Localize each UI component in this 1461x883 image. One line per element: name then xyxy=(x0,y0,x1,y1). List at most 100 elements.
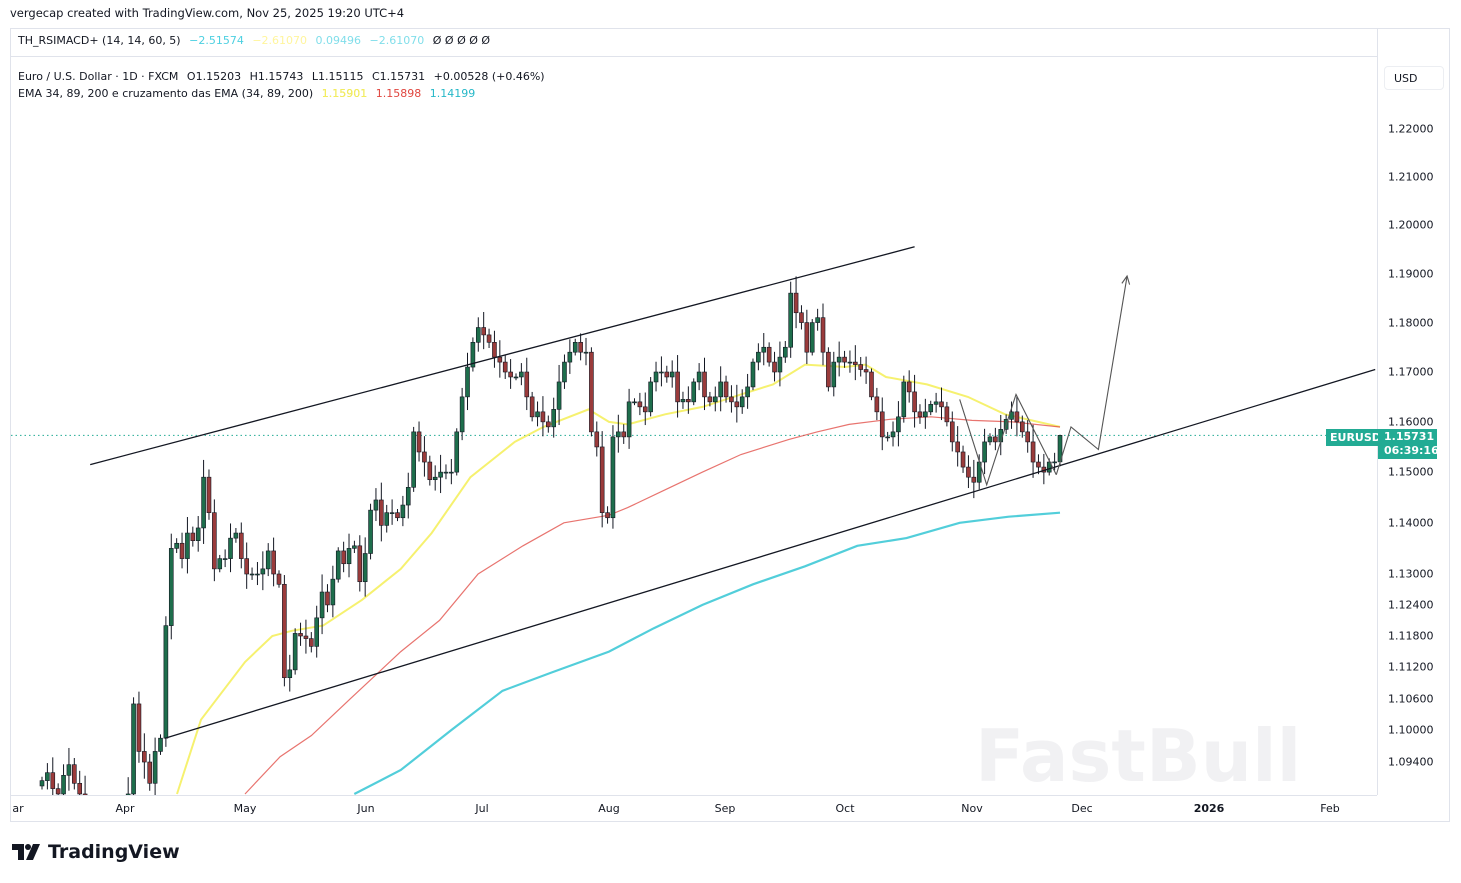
candle xyxy=(325,584,330,613)
candle xyxy=(438,454,443,494)
candle-body-up xyxy=(718,381,723,398)
ohlc-low: L1.15115 xyxy=(311,70,364,83)
candle-body-down xyxy=(1014,411,1020,423)
candle-body-up xyxy=(928,404,934,413)
candle xyxy=(702,357,707,411)
time-axis[interactable] xyxy=(10,795,1377,823)
candle xyxy=(217,554,223,573)
ema-line-34 xyxy=(176,363,1061,795)
candle xyxy=(411,426,416,492)
candle-body-down xyxy=(874,396,880,413)
price-tick: 1.10000 xyxy=(1388,723,1434,737)
candle-body-up xyxy=(815,317,820,323)
ohlc-high: H1.15743 xyxy=(249,70,304,83)
candle xyxy=(524,357,530,411)
candle-body-down xyxy=(869,371,874,398)
candle-body-down xyxy=(723,381,729,398)
candle xyxy=(201,459,206,544)
candle xyxy=(917,404,923,424)
candle-body-up xyxy=(368,509,373,554)
time-tick: Oct xyxy=(835,802,855,815)
time-tick: Dec xyxy=(1071,802,1093,815)
candle-body-down xyxy=(395,512,400,519)
price-change: +0.00528 (+0.46%) xyxy=(433,70,545,83)
candle-body-down xyxy=(578,342,583,353)
candle xyxy=(502,354,508,379)
candle-body-up xyxy=(567,351,573,363)
ohlc-open: O1.15203 xyxy=(186,70,242,83)
candle xyxy=(72,757,77,790)
candle-body-up xyxy=(982,441,987,463)
candle xyxy=(637,392,643,416)
candle-body-up xyxy=(669,371,675,378)
candle xyxy=(761,333,767,366)
candle xyxy=(599,431,605,528)
candle xyxy=(809,319,815,356)
tradingview-logo[interactable]: TradingView xyxy=(12,841,180,863)
indicator-legend[interactable]: TH_RSIMACD+ (14, 14, 60, 5) −2.51574 −2.… xyxy=(10,28,1377,57)
candle-body-down xyxy=(142,751,147,763)
candle xyxy=(147,753,153,791)
candle xyxy=(212,499,217,582)
candle xyxy=(664,365,670,383)
ohlc-close: C1.15731 xyxy=(371,70,426,83)
candle xyxy=(869,368,874,401)
candle-body-down xyxy=(303,635,309,639)
price-axis[interactable] xyxy=(1377,28,1451,795)
candle xyxy=(572,338,578,356)
candle xyxy=(707,391,713,407)
candle xyxy=(465,352,470,411)
candle-body-down xyxy=(642,406,648,413)
candle-body-down xyxy=(912,391,917,413)
candle xyxy=(982,428,987,475)
candle-body-down xyxy=(793,292,799,314)
candle xyxy=(282,575,287,687)
price-tick: 1.17000 xyxy=(1388,365,1434,379)
candle-body-up xyxy=(761,346,767,353)
candle-body-up xyxy=(314,617,319,647)
price-tick: 1.11200 xyxy=(1388,660,1434,674)
candle xyxy=(454,428,460,476)
candle-body-down xyxy=(82,793,88,795)
trendline[interactable] xyxy=(90,246,915,466)
price-tick: 1.18000 xyxy=(1388,316,1434,330)
candle-body-down xyxy=(72,764,77,784)
candle-body-up xyxy=(648,381,653,413)
candle-body-down xyxy=(637,401,643,408)
price-tick: 1.10600 xyxy=(1388,692,1434,706)
candle xyxy=(163,616,169,747)
candle-body-up xyxy=(438,471,443,478)
candle-body-down xyxy=(271,550,276,575)
candle-body-up xyxy=(513,376,519,379)
indicator-value: 0.09496 xyxy=(315,34,362,47)
currency-button[interactable]: USD xyxy=(1384,66,1444,90)
candle-body-down xyxy=(594,431,600,448)
ema-value: 1.15898 xyxy=(375,87,422,100)
candle-body-up xyxy=(152,751,158,784)
candle xyxy=(551,397,556,438)
candle-body-down xyxy=(497,356,503,363)
candle xyxy=(45,763,50,790)
symbol-legend[interactable]: Euro / U.S. Dollar · 1D · FXCM O1.15203 … xyxy=(18,68,550,102)
candle xyxy=(621,424,627,444)
candle xyxy=(756,343,761,371)
chart-credit: vergecap created with TradingView.com, N… xyxy=(10,6,405,20)
candle xyxy=(519,363,524,386)
candle xyxy=(944,401,950,427)
candle xyxy=(858,356,864,377)
last-price-label: 1.15731 06:39:16 xyxy=(1378,429,1439,459)
candle xyxy=(567,339,573,374)
trendline[interactable] xyxy=(164,368,1376,739)
projection-path[interactable] xyxy=(1055,275,1128,475)
candle xyxy=(847,350,853,373)
candle-body-down xyxy=(853,361,858,365)
candle-body-down xyxy=(686,399,691,403)
candle-body-down xyxy=(1019,421,1025,433)
candle xyxy=(896,401,901,447)
candle xyxy=(492,330,497,368)
candle-body-up xyxy=(691,381,697,403)
candle-body-down xyxy=(379,499,384,526)
projection-path[interactable] xyxy=(959,392,1057,487)
candle-body-up xyxy=(783,346,788,358)
